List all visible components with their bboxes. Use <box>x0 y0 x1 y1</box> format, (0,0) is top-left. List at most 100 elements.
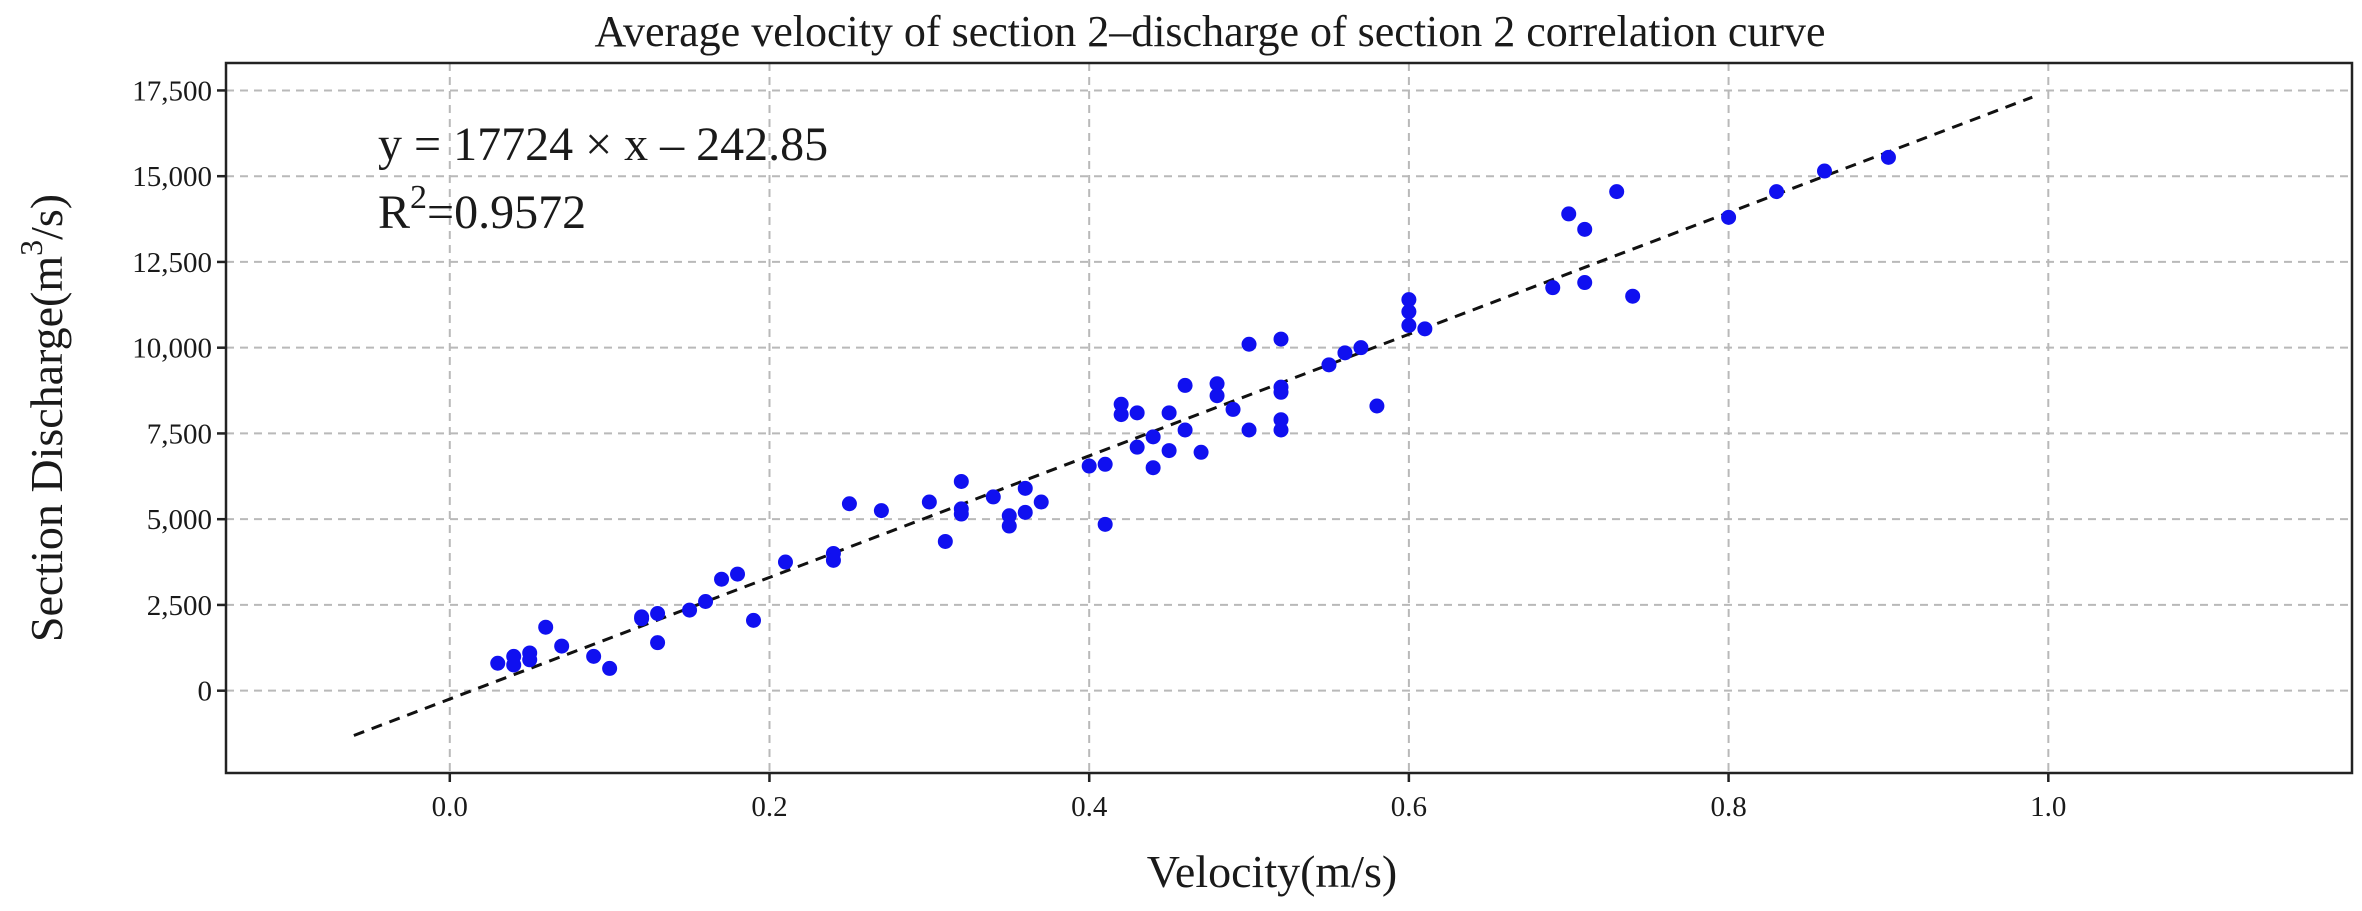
data-point <box>586 648 602 664</box>
data-point <box>1401 304 1417 320</box>
data-point <box>1273 331 1289 347</box>
data-point <box>1177 422 1193 438</box>
data-point <box>873 503 889 519</box>
grid-lines <box>226 63 2352 773</box>
data-point <box>1401 292 1417 308</box>
data-point <box>1321 357 1337 373</box>
x-tick-label: 1.0 <box>2030 791 2066 823</box>
data-point <box>650 635 666 651</box>
r-squared-superscript: 2 <box>410 179 427 216</box>
y-tick-label: 17,500 <box>132 75 212 107</box>
y-tick-label: 2,500 <box>147 590 212 622</box>
data-point <box>1225 401 1241 417</box>
data-point <box>1209 388 1225 404</box>
x-tick-label: 0.8 <box>1710 791 1746 823</box>
data-point <box>1577 275 1593 291</box>
data-point <box>1097 456 1113 472</box>
data-point <box>650 606 666 622</box>
data-point <box>1033 494 1049 510</box>
data-point <box>825 552 841 568</box>
data-point <box>538 619 554 635</box>
data-point <box>1577 221 1593 237</box>
data-point <box>554 638 570 654</box>
data-point <box>1113 407 1129 423</box>
data-point <box>777 554 793 570</box>
x-tick-label: 0.6 <box>1391 791 1427 823</box>
data-point <box>1017 504 1033 520</box>
data-point <box>1177 377 1193 393</box>
y-axis-label-main: Section Discharge(m <box>21 256 72 642</box>
data-point <box>682 602 698 618</box>
data-point <box>1816 163 1832 179</box>
data-point <box>1129 439 1145 455</box>
data-point <box>490 655 506 671</box>
data-point <box>1001 518 1017 534</box>
data-point <box>1353 340 1369 356</box>
data-point <box>1241 422 1257 438</box>
data-point <box>1561 206 1577 222</box>
data-point <box>1081 458 1097 474</box>
data-point <box>1129 405 1145 421</box>
data-point <box>522 652 538 668</box>
data-point <box>1113 396 1129 412</box>
x-tick-label: 0.4 <box>1071 791 1108 823</box>
data-points <box>490 149 1896 676</box>
data-point <box>1161 405 1177 421</box>
data-point <box>730 566 746 582</box>
data-point <box>1241 336 1257 352</box>
y-tick-label: 7,500 <box>147 418 212 450</box>
data-point <box>1273 384 1289 400</box>
x-axis-label: Velocity(m/s) <box>1147 846 1397 897</box>
data-point <box>1609 184 1625 200</box>
data-point <box>921 494 937 510</box>
data-point <box>1209 376 1225 392</box>
y-tick-label: 0 <box>198 676 213 708</box>
y-axis-label-unit: /s) <box>21 194 72 240</box>
y-tick-label: 12,500 <box>132 247 212 279</box>
x-tick-label: 0.2 <box>751 791 787 823</box>
data-point <box>1721 209 1737 225</box>
y-tick-label: 10,000 <box>132 333 212 365</box>
y-axis-ticks: 0 2,500 5,000 7,500 10,000 12,500 15,000 17,500 <box>132 75 226 708</box>
r-squared-annotation: R2=0.9572 <box>378 179 586 239</box>
regression-equation: y = 17724 × x – 242.85 <box>378 118 828 171</box>
data-point <box>1145 429 1161 445</box>
r-squared-symbol: R <box>378 186 410 239</box>
data-point <box>1097 516 1113 532</box>
data-point <box>1625 288 1641 304</box>
data-point <box>1545 280 1561 296</box>
data-point <box>602 660 618 676</box>
data-point <box>1369 398 1385 414</box>
data-point <box>1161 443 1177 459</box>
data-point <box>1017 480 1033 496</box>
data-point <box>1193 444 1209 460</box>
y-tick-label: 15,000 <box>132 161 212 193</box>
data-point <box>1880 149 1896 165</box>
chart-title: Average velocity of section 2–discharge … <box>594 7 1825 56</box>
data-point <box>1769 184 1785 200</box>
data-point <box>698 594 714 610</box>
plot-frame <box>224 61 2354 775</box>
data-point <box>953 506 969 522</box>
data-point <box>1401 317 1417 333</box>
data-point <box>937 533 953 549</box>
data-point <box>1337 345 1353 361</box>
x-axis-ticks: 0.0 0.2 0.4 0.6 0.8 1.0 <box>432 773 2066 823</box>
x-tick-label: 0.0 <box>432 791 468 823</box>
data-point <box>634 609 650 625</box>
data-point <box>1417 321 1433 337</box>
data-point <box>746 612 762 628</box>
data-point <box>841 496 857 512</box>
r-squared-value: =0.9572 <box>427 186 586 239</box>
data-point <box>506 657 522 673</box>
y-tick-label: 5,000 <box>147 504 212 536</box>
data-point <box>1001 508 1017 524</box>
data-point <box>714 571 730 587</box>
y-axis-label: Section Discharge(m3/s) <box>13 194 72 642</box>
data-point <box>1145 460 1161 476</box>
data-point <box>1273 422 1289 438</box>
regression-line <box>353 95 2033 737</box>
data-point <box>1273 412 1289 428</box>
data-point <box>985 489 1001 505</box>
